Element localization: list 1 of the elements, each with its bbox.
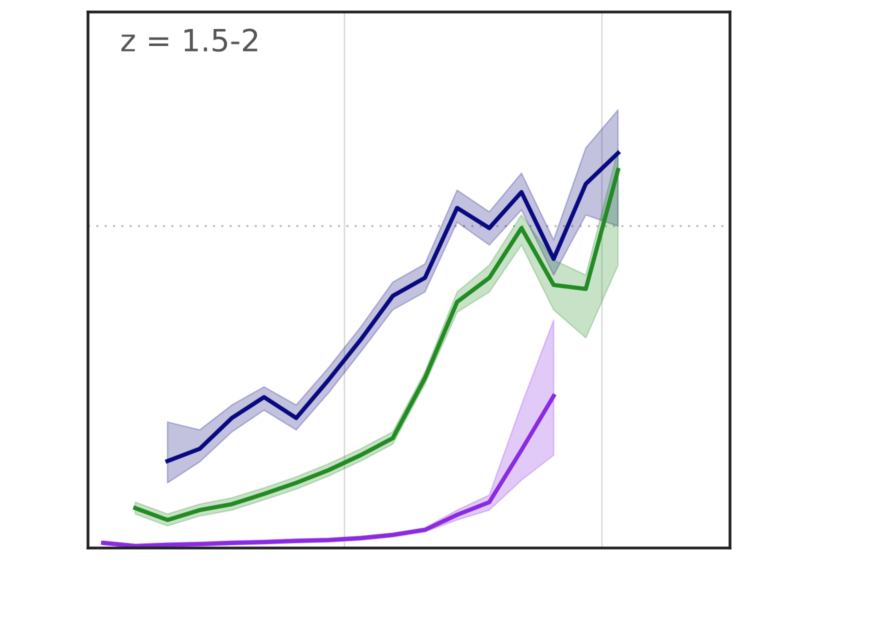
chart-title: z = 1.5-2 xyxy=(121,28,258,52)
